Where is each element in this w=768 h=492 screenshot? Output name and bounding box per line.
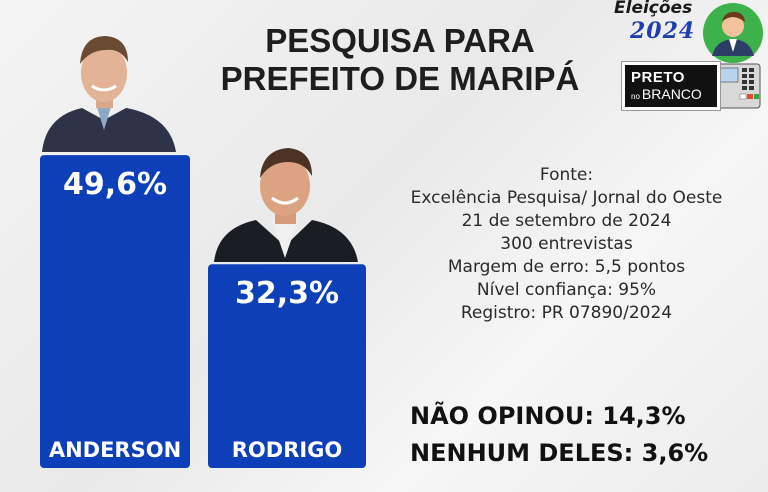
title-line-1: PESQUISA PARA <box>265 22 535 59</box>
candidate-photo-anderson <box>42 36 176 152</box>
source-line: Nível confiança: 95% <box>476 280 657 300</box>
bar-value-rodrigo: 32,3% <box>235 276 339 311</box>
title-line-2: PREFEITO DE MARIPÁ <box>220 60 580 97</box>
logo-year: 2024 <box>630 18 696 44</box>
no-opinion-result: NÃO OPINOU: 14,3% <box>410 402 686 430</box>
badge-line-1: PRETO <box>631 69 685 86</box>
none-result: NENHUM DELES: 3,6% <box>410 439 709 467</box>
preto-no-branco-badge: PRETO no BRANCO <box>622 62 720 110</box>
candidate-photo-rodrigo <box>214 148 358 262</box>
page-title: PESQUISA PARA PREFEITO DE MARIPÁ <box>200 22 600 98</box>
bar-anderson <box>40 155 190 468</box>
ballot-box-icon <box>713 63 761 109</box>
source-line: Registro: PR 07890/2024 <box>460 303 673 323</box>
source-line: 21 de setembro de 2024 <box>461 211 672 231</box>
candidate-avatar-icon <box>703 3 763 63</box>
bar-rodrigo <box>208 264 366 468</box>
bar-label-rodrigo: RODRIGO <box>232 438 343 462</box>
bar-value-anderson: 49,6% <box>63 167 167 202</box>
source-line: Excelência Pesquisa/ Jornal do Oeste <box>410 188 723 208</box>
badge-small-word: no <box>631 92 640 101</box>
source-line: Margem de erro: 5,5 pontos <box>447 257 686 277</box>
badge-word: BRANCO <box>641 86 702 102</box>
elections-logo: Eleições 2024 PRETO no BRANCO <box>612 0 768 116</box>
other-results: NÃO OPINOU: 14,3% NENHUM DELES: 3,6% <box>410 398 708 472</box>
badge-line-2: no BRANCO <box>631 86 702 102</box>
bar-label-anderson: ANDERSON <box>49 438 181 462</box>
source-line: 300 entrevistas <box>500 234 633 254</box>
source-info: Fonte: Excelência Pesquisa/ Jornal do Oe… <box>394 164 739 325</box>
logo-title: Eleições <box>614 0 693 18</box>
source-heading: Fonte: <box>539 165 594 185</box>
bar-chart: 49,6% 32,3% ANDERSON RODRIGO <box>40 36 366 468</box>
